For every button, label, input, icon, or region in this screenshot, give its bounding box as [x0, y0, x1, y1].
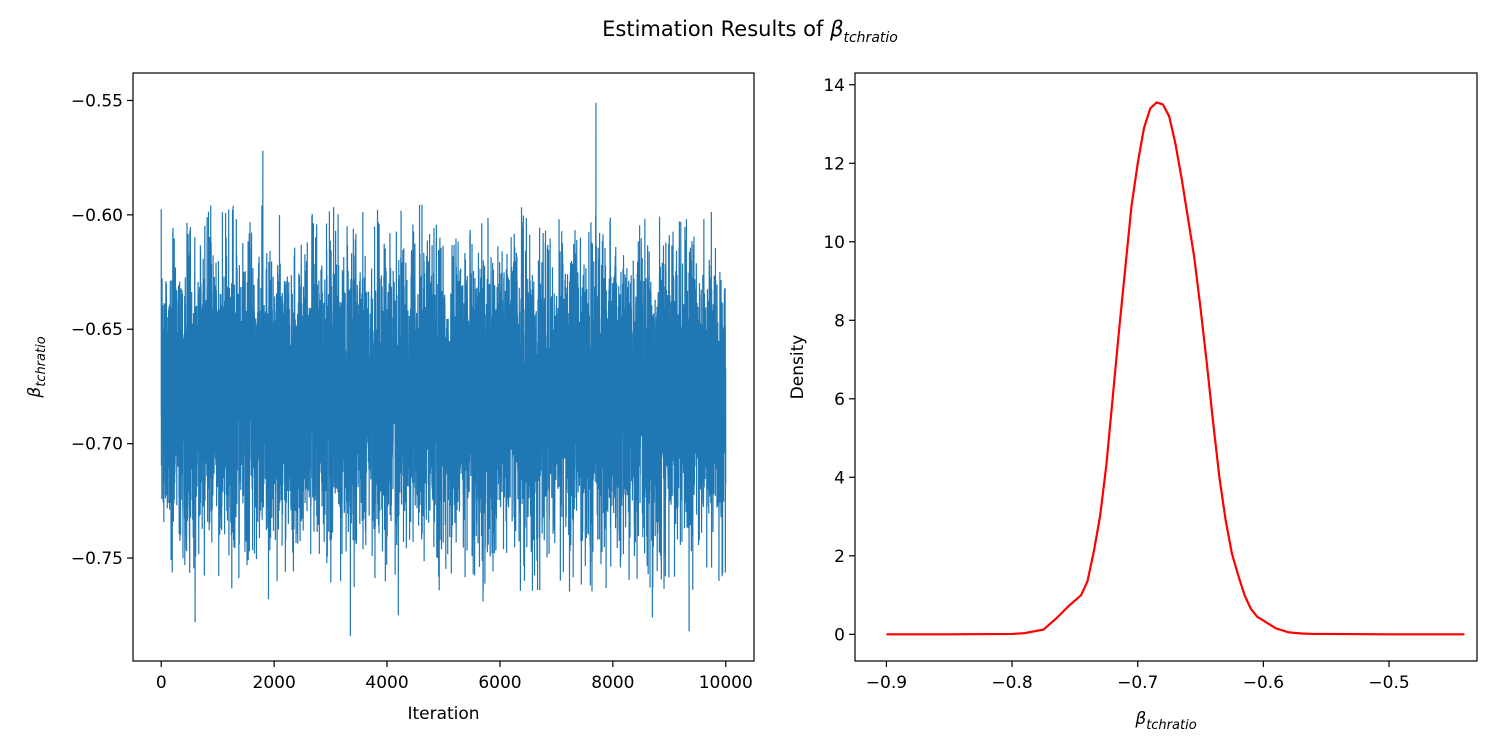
density-y-tick-label: 0: [834, 625, 845, 645]
density-x-tick-label: −0.8: [991, 673, 1032, 693]
trace-y-label-subscript: tchratio: [34, 336, 49, 387]
density-y-tick-label: 8: [834, 311, 845, 331]
trace-x-label: Iteration: [407, 704, 479, 724]
trace-y-tick-label: −0.55: [71, 91, 123, 111]
density-x-tick-label: −0.9: [866, 673, 907, 693]
trace-y-ticks: −0.75 −0.70 −0.65 −0.60 −0.55: [71, 91, 133, 569]
trace-x-tick-label: 4000: [365, 673, 408, 693]
density-y-tick-label: 6: [834, 390, 845, 410]
trace-series: [160, 102, 727, 636]
density-x-tick-label: −0.7: [1117, 673, 1158, 693]
density-y-tick-label: 12: [823, 154, 845, 174]
density-y-tick-label: 4: [834, 468, 845, 488]
trace-y-label: βtchratio: [25, 336, 49, 398]
density-axes-frame: [854, 72, 1478, 662]
figure-title-prefix: Estimation Results of: [602, 17, 830, 41]
density-x-ticks: −0.9 −0.8 −0.7 −0.6 −0.5: [866, 661, 1410, 693]
figure-title-symbol: β: [829, 17, 843, 41]
trace-y-label-symbol: β: [25, 387, 45, 399]
density-y-tick-label: 10: [823, 233, 845, 253]
trace-y-tick-label: −0.75: [71, 549, 123, 569]
trace-y-tick-label: −0.70: [71, 435, 123, 455]
density-curve: [886, 101, 1465, 636]
density-plot: −0.9 −0.8 −0.7 −0.6 −0.5 0 2 4 6 8 10 12 14 βtchrat…: [788, 72, 1478, 733]
trace-line: [160, 102, 727, 636]
density-y-tick-label: 14: [823, 76, 845, 96]
trace-y-tick-label: −0.65: [71, 320, 123, 340]
density-x-label: βtchratio: [1134, 709, 1196, 733]
trace-x-ticks: 0 2000 4000 6000 8000 10000: [156, 661, 753, 693]
density-y-label: Density: [788, 335, 808, 400]
density-x-tick-label: −0.6: [1243, 673, 1284, 693]
trace-x-tick-label: 2000: [253, 673, 296, 693]
density-y-ticks: 0 2 4 6 8 10 12 14: [823, 76, 855, 645]
trace-x-tick-label: 8000: [591, 673, 634, 693]
trace-plot: 0 2000 4000 6000 8000 10000 −0.75−0.70−0.65−0…: [25, 72, 755, 724]
trace-axes-frame: [132, 72, 755, 662]
density-y-tick-label: 2: [834, 547, 845, 567]
density-x-label-subscript: tchratio: [1146, 718, 1197, 733]
trace-x-tick-label: 6000: [478, 673, 521, 693]
trace-x-tick-label: 10000: [699, 673, 753, 693]
figure-title-subscript: tchratio: [844, 30, 898, 46]
density-x-tick-label: −0.5: [1368, 673, 1409, 693]
figure-title: Estimation Results of βtchratio: [602, 17, 898, 46]
trace-x-tick-label: 0: [156, 673, 167, 693]
density-x-label-symbol: β: [1134, 709, 1146, 729]
trace-y-tick-label: −0.60: [71, 206, 123, 226]
